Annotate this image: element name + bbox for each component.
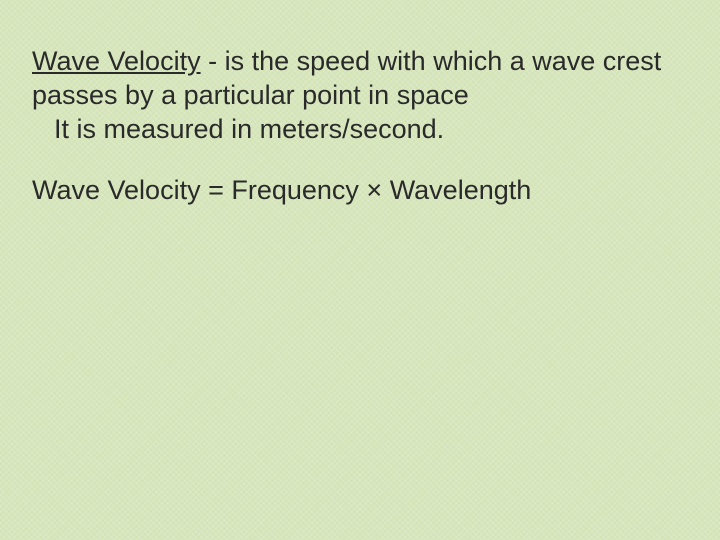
- multiply-symbol: ×: [366, 175, 382, 205]
- formula-pre: Wave Velocity = Frequency: [32, 175, 366, 205]
- formula-post: Wavelength: [382, 175, 531, 205]
- slide-content: Wave Velocity - is the speed with which …: [32, 45, 688, 208]
- measurement-line: It is measured in meters/second.: [32, 113, 688, 147]
- term-title: Wave Velocity: [32, 46, 201, 76]
- formula-line: Wave Velocity = Frequency × Wavelength: [32, 174, 688, 208]
- definition-paragraph: Wave Velocity - is the speed with which …: [32, 45, 688, 146]
